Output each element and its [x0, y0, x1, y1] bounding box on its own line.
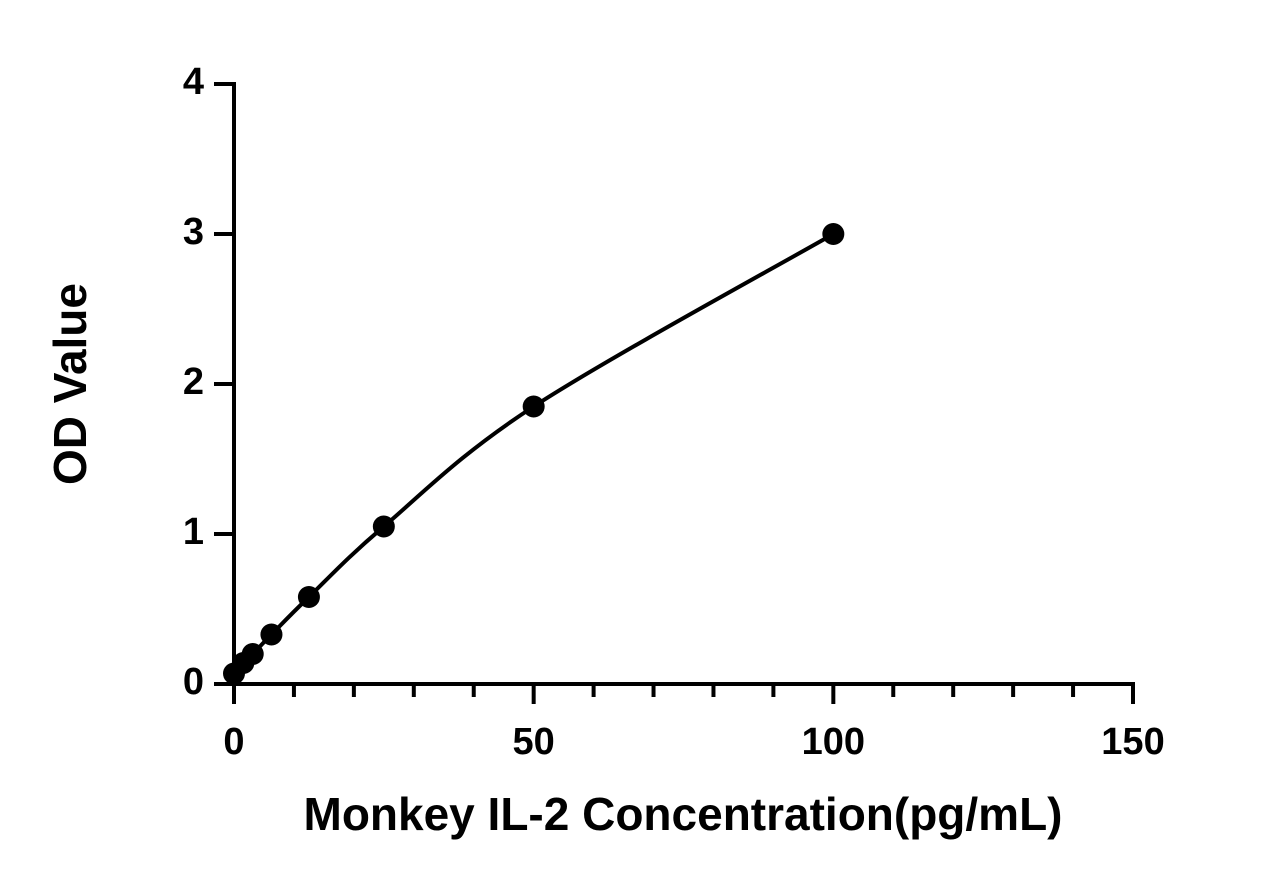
data-point — [241, 643, 264, 665]
x-tick-label: 0 — [223, 721, 244, 763]
y-axis-title: OD Value — [44, 283, 96, 485]
fit-curve — [232, 232, 835, 675]
y-tick-label: 3 — [183, 211, 204, 253]
data-point — [522, 395, 545, 418]
y-tick-label: 2 — [183, 361, 204, 403]
x-axis-title: Monkey IL-2 Concentration(pg/mL) — [304, 788, 1063, 840]
x-tick-label: 50 — [513, 721, 555, 763]
data-point — [822, 223, 845, 245]
x-tick-label: 100 — [802, 721, 865, 763]
data-point — [297, 586, 320, 608]
y-tick-label: 1 — [183, 511, 204, 553]
x-tick-label: 150 — [1101, 721, 1164, 763]
data-point — [372, 515, 395, 538]
y-tick-label: 0 — [183, 661, 204, 703]
data-point — [260, 623, 283, 646]
y-tick-label: 4 — [183, 61, 204, 103]
